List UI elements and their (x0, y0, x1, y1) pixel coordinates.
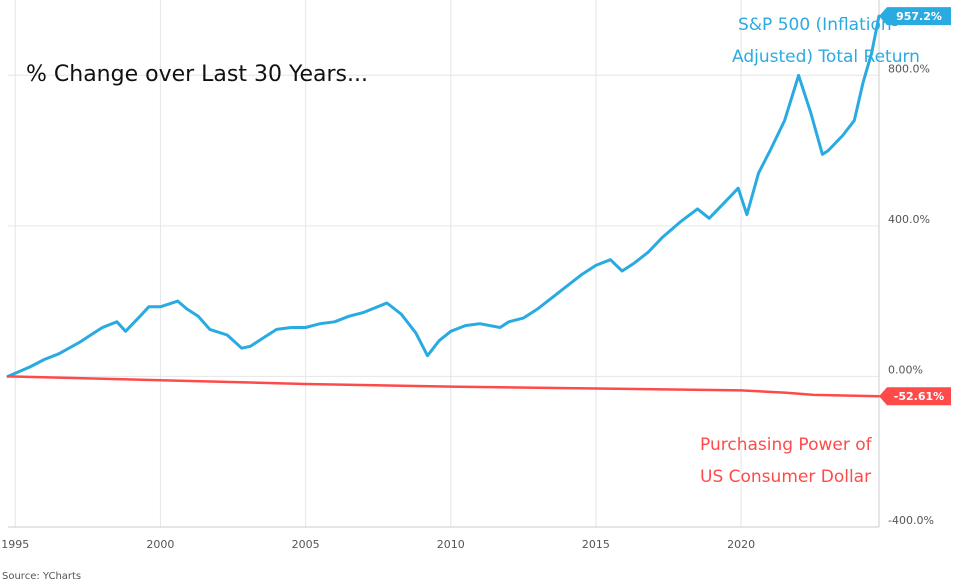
series-layer (6, 14, 881, 398)
annotation-dollar-line1: Purchasing Power of (700, 435, 873, 455)
x-tick-label-2020: 2020 (727, 538, 755, 551)
annotation-sp500-line1: S&P 500 (Inflation- (738, 15, 898, 35)
series-line-1 (6, 375, 881, 398)
tick-labels: 1995 2000 2005 2010 2015 2020 -400.0% 0.00% 400.… (1, 62, 934, 551)
series-line-0 (6, 14, 881, 378)
y-tick-label-800: 800.0% (888, 62, 930, 75)
x-tick-label-2015: 2015 (582, 538, 610, 551)
x-tick-label-2010: 2010 (437, 538, 465, 551)
chart-title: % Change over Last 30 Years... (26, 62, 368, 87)
annotation-dollar-line2: US Consumer Dollar (700, 467, 871, 487)
y-tick-label--400: -400.0% (888, 514, 934, 527)
annotation-sp500-line2: Adjusted) Total Return (732, 47, 920, 67)
end-label-text-1: -52.61% (894, 390, 944, 403)
x-tick-label-2005: 2005 (292, 538, 320, 551)
x-tick-label-2000: 2000 (146, 538, 174, 551)
end-label-badge-0 (879, 7, 951, 26)
end-labels: 957.2% -52.61% (879, 7, 951, 406)
source-note: Source: YCharts (2, 571, 82, 582)
y-tick-label-0: 0.00% (888, 363, 923, 376)
y-tick-label-400: 400.0% (888, 213, 930, 226)
end-label-badge-1 (879, 387, 951, 406)
x-tick-label-1995: 1995 (1, 538, 29, 551)
end-label-text-0: 957.2% (896, 10, 942, 23)
